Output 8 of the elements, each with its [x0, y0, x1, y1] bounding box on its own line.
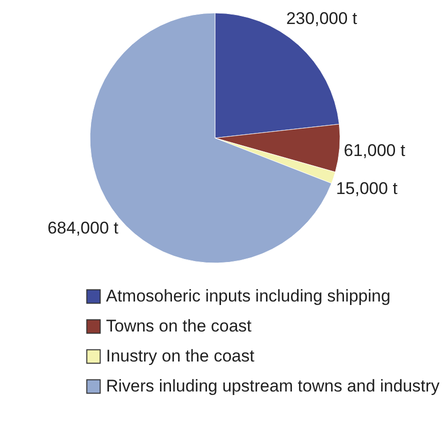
legend-label: Inustry on the coast	[106, 346, 255, 366]
legend-label: Rivers inluding upstream towns and industry	[106, 376, 440, 396]
legend-label: Towns on the coast	[106, 316, 252, 336]
data-label: 684,000 t	[47, 218, 119, 238]
data-label: 230,000 t	[286, 8, 358, 28]
data-label: 15,000 t	[336, 178, 398, 198]
data-label: 61,000 t	[344, 141, 406, 160]
legend-label: Atmosoheric inputs including shipping	[106, 286, 390, 306]
